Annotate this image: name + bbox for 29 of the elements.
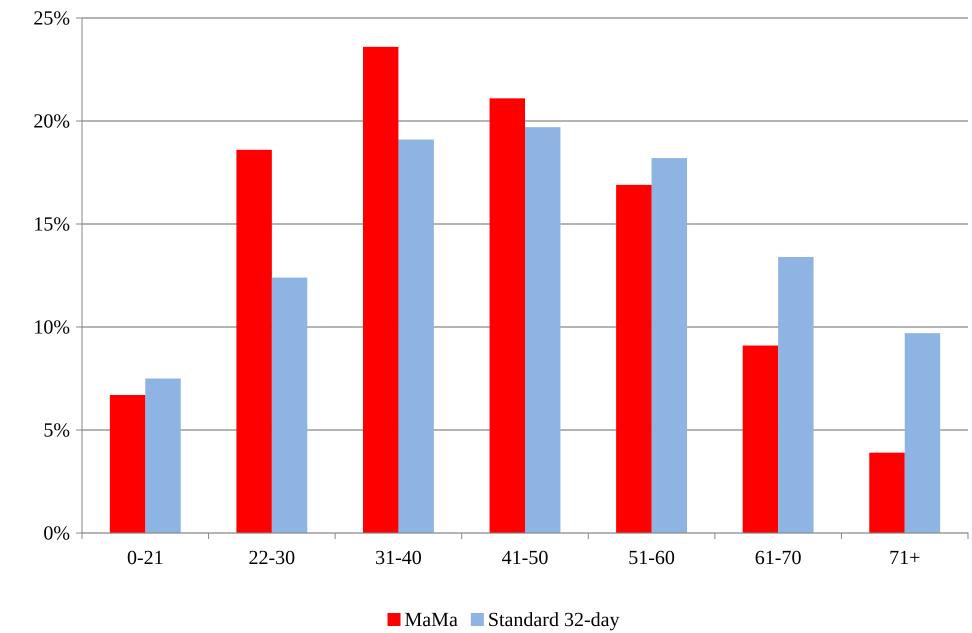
bar (652, 158, 688, 533)
bar (869, 452, 905, 533)
x-tick-label: 0-21 (126, 547, 164, 569)
bar (525, 127, 560, 533)
y-tick-label: 15% (33, 213, 70, 236)
bar (272, 278, 308, 533)
x-tick-label: 22-30 (248, 547, 296, 569)
y-tick-label: 10% (33, 316, 70, 338)
x-tick-label: 51-60 (628, 547, 675, 569)
bar (904, 333, 940, 533)
x-tick-label: 31-40 (375, 547, 422, 569)
y-tick-label: 25% (33, 7, 70, 30)
bar (742, 346, 778, 533)
bar (236, 150, 272, 533)
bar (616, 184, 652, 533)
y-tick-label: 0% (43, 522, 70, 544)
bar (362, 46, 398, 533)
y-tick-label: 5% (43, 419, 70, 442)
bar (490, 98, 525, 533)
bar (145, 378, 181, 533)
y-tick-label: 20% (33, 110, 70, 132)
bar (110, 394, 146, 533)
bar (398, 140, 434, 533)
bar (778, 256, 814, 533)
x-tick-label: 61-70 (754, 547, 802, 569)
x-tick-label: 41-50 (502, 547, 548, 569)
legend-label: MaMa (404, 609, 458, 631)
x-tick-label: 71+ (889, 547, 920, 569)
legend-label: Standard 32-day (488, 609, 620, 631)
